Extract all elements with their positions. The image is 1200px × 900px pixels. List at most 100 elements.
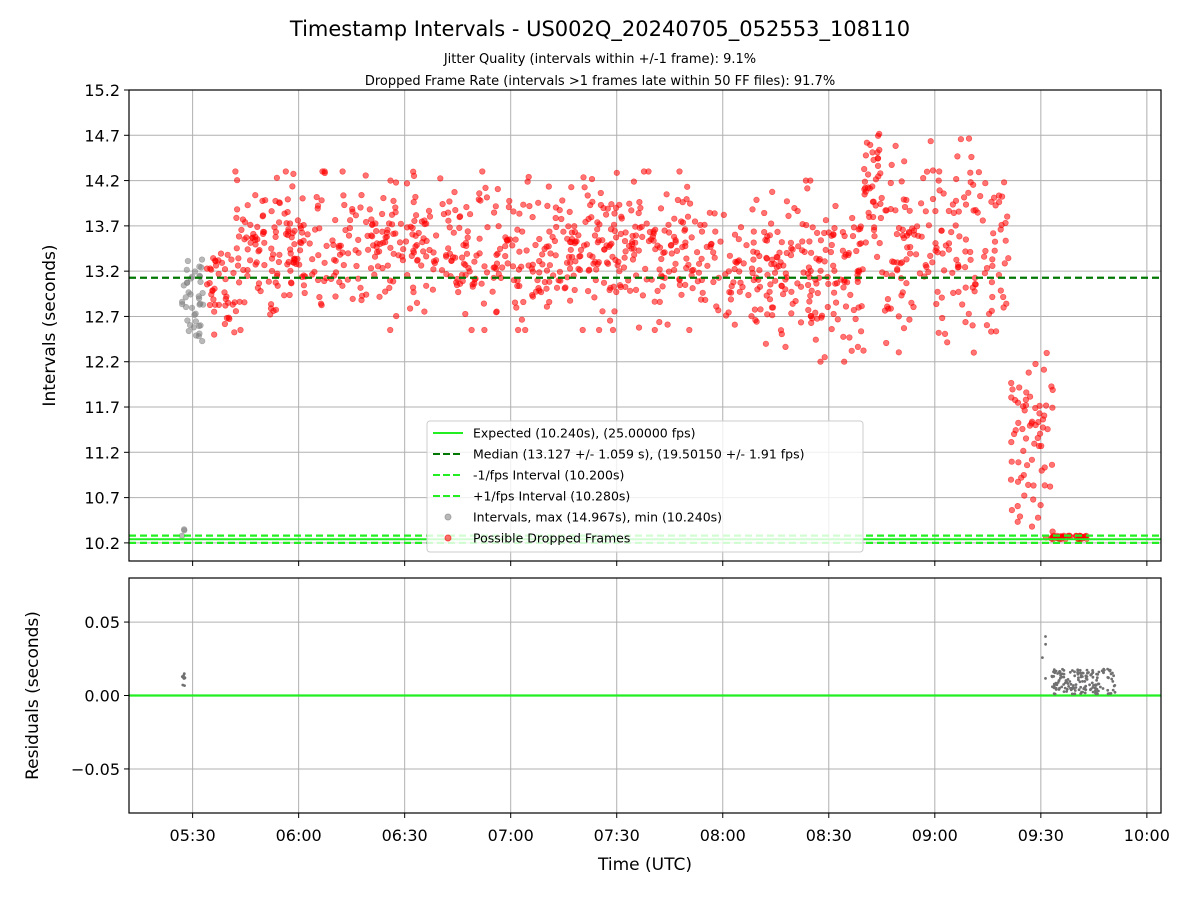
- dropped-frame-point: [806, 298, 813, 305]
- dropped-frame-point: [571, 223, 578, 230]
- dropped-frame-point: [341, 201, 348, 209]
- residual-point: [1109, 692, 1113, 695]
- dropped-frame-point: [595, 326, 603, 334]
- dropped-frame-point: [563, 259, 571, 266]
- dropped-frame-point: [750, 277, 757, 284]
- dropped-frame-point: [252, 241, 259, 248]
- dropped-frame-point: [678, 291, 685, 298]
- y-tick-label: 11.2: [84, 443, 120, 462]
- dropped-frame-point: [518, 316, 526, 323]
- residual-point: [1052, 692, 1056, 695]
- residuals-y-ticks: 0.05 0.00 −0.05: [71, 613, 129, 779]
- dropped-frame-point: [380, 195, 387, 202]
- dropped-frame-point: [609, 326, 617, 334]
- dropped-frame-point: [215, 270, 222, 278]
- dropped-frame-point: [1028, 456, 1035, 463]
- dropped-frame-point: [1019, 425, 1026, 433]
- dropped-frame-point: [497, 245, 504, 252]
- x-tick-label: 06:00: [276, 826, 322, 845]
- dropped-frame-point: [944, 339, 951, 346]
- dropped-frame-point: [950, 209, 958, 216]
- residual-point: [1041, 656, 1044, 659]
- dropped-frame-point: [903, 256, 910, 263]
- dropped-frame-point: [639, 233, 646, 240]
- dropped-frame-point: [1016, 384, 1023, 391]
- dropped-frame-point: [771, 269, 779, 276]
- dropped-frame-point: [710, 249, 717, 256]
- dropped-frame-point: [953, 176, 960, 183]
- dropped-frame-point: [749, 206, 756, 213]
- dropped-frame-point: [663, 191, 670, 198]
- dropped-frame-point: [268, 267, 276, 275]
- dropped-frame-point: [840, 333, 847, 340]
- dropped-frame-point: [276, 251, 283, 258]
- dropped-frame-point: [908, 299, 915, 306]
- dropped-frame-point: [876, 146, 883, 153]
- dropped-frame-point: [384, 262, 391, 269]
- dropped-frame-point: [736, 288, 743, 295]
- dropped-frame-point: [1000, 179, 1008, 186]
- dropped-frame-point: [392, 179, 400, 186]
- dropped-frame-point: [457, 213, 464, 220]
- dropped-frame-point: [916, 270, 924, 277]
- residual-point: [1106, 676, 1110, 679]
- dropped-frame-point: [413, 299, 421, 307]
- dropped-frame-point: [492, 203, 499, 210]
- intervals-y-ticks: 10.2 10.7 11.2 11.7 12.2 12.7 13.2 13.7 14.2 14.7…: [84, 81, 129, 553]
- dropped-frame-point: [525, 173, 532, 181]
- residual-point: [1073, 670, 1076, 674]
- dropped-frame-point: [402, 238, 410, 245]
- dropped-frame-point: [369, 221, 376, 228]
- x-tick-label: 05:30: [170, 826, 216, 845]
- legend-entry-label: Expected (10.240s), (25.00000 fps): [473, 426, 695, 441]
- residual-point: [1111, 688, 1115, 692]
- dropped-frame-point: [935, 177, 942, 184]
- dropped-frame-point: [1021, 492, 1028, 499]
- dropped-frame-point: [842, 303, 850, 310]
- chart-subtitle-jitter: Jitter Quality (intervals within +/-1 fr…: [443, 52, 756, 67]
- dropped-frame-point: [800, 269, 807, 276]
- dropped-frame-point: [830, 310, 837, 318]
- dropped-frame-point: [841, 232, 848, 240]
- dropped-frame-point: [254, 223, 261, 230]
- dropped-frame-point: [566, 297, 574, 304]
- dropped-frame-point: [600, 279, 608, 286]
- dropped-frame-point: [319, 168, 326, 175]
- dropped-frame-point: [282, 168, 289, 175]
- dropped-frame-point: [893, 231, 901, 238]
- dropped-frame-point: [750, 239, 757, 246]
- y-tick-label: 0.00: [84, 687, 120, 706]
- dropped-frame-point: [514, 326, 522, 334]
- dropped-frame-point: [805, 306, 812, 314]
- dropped-frame-point: [288, 234, 295, 241]
- legend-entry-label: Median (13.127 +/- 1.059 s), (19.50150 +…: [473, 447, 804, 462]
- dropped-frame-point: [813, 255, 820, 262]
- dropped-frame-point: [225, 299, 232, 306]
- dropped-frame-point: [936, 168, 943, 175]
- dropped-frame-point: [927, 252, 934, 259]
- dropped-frame-point: [545, 243, 552, 250]
- dropped-frame-point: [841, 358, 848, 365]
- dropped-frame-point: [400, 246, 407, 253]
- dropped-frame-point: [616, 268, 623, 275]
- dropped-frame-point: [221, 320, 228, 328]
- interval-point: [182, 294, 189, 301]
- dropped-frame-point: [636, 199, 643, 206]
- dropped-frame-point: [425, 207, 433, 214]
- dropped-frame-point: [1008, 458, 1015, 465]
- dropped-frame-point: [445, 217, 452, 224]
- dropped-frame-point: [668, 250, 675, 257]
- dropped-frame-point: [300, 222, 307, 229]
- dropped-frame-point: [481, 326, 488, 334]
- dropped-frame-point: [413, 212, 420, 219]
- dropped-frame-point: [473, 252, 480, 259]
- dropped-frame-point: [236, 279, 243, 286]
- residual-point: [1106, 688, 1110, 692]
- dropped-frame-point: [659, 283, 666, 290]
- dropped-frame-point: [711, 254, 718, 261]
- dropped-frame-point: [1002, 237, 1009, 244]
- dropped-frame-point: [693, 249, 701, 256]
- dropped-frame-point: [814, 290, 821, 297]
- dropped-frame-point: [903, 280, 910, 287]
- dropped-frame-point: [543, 303, 551, 310]
